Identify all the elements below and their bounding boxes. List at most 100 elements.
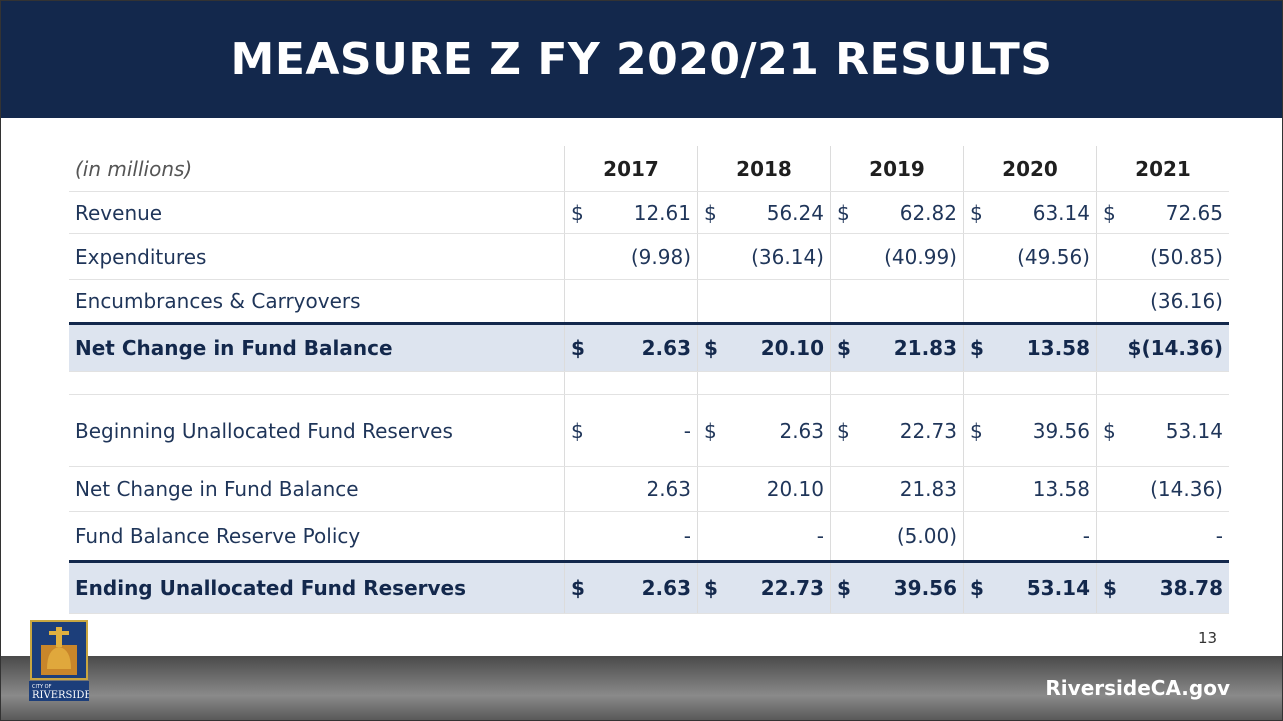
cell: $62.82 <box>830 191 964 234</box>
cell: - <box>564 511 698 562</box>
cell: $72.65 <box>1096 191 1229 234</box>
cell <box>697 371 831 395</box>
amount: 2.63 <box>646 477 691 501</box>
currency-sign: $ <box>1103 576 1117 600</box>
cell: - <box>1096 511 1229 562</box>
logo: CITY OF RIVERSIDE <box>29 620 89 701</box>
amount: 39.56 <box>893 576 957 600</box>
currency-sign: $ <box>970 200 983 225</box>
row-label: Net Change in Fund Balance <box>69 466 565 512</box>
cell: (36.14) <box>697 233 831 280</box>
amount: - <box>1215 524 1223 548</box>
unit-note: (in millions) <box>69 146 565 192</box>
amount: 22.73 <box>760 576 824 600</box>
currency-sign: $ <box>704 576 718 600</box>
table-row: Revenue $12.61 $56.24 $62.82 $63.14 $72.65 <box>69 191 1229 234</box>
cell: $53.14 <box>963 560 1097 614</box>
row-label <box>69 371 565 395</box>
results-table: (in millions) 2017 2018 2019 2020 2021 Revenue… <box>69 146 1229 614</box>
cell: 2.63 <box>564 466 698 512</box>
table-row: Beginning Unallocated Fund Reserves $ - $2.… <box>69 394 1229 467</box>
amount: $(14.36) <box>1127 336 1223 360</box>
amount: 2.63 <box>641 336 691 360</box>
cell: $2.63 <box>697 394 831 467</box>
cell: - <box>697 511 831 562</box>
amount: - <box>1082 524 1090 548</box>
amount: - <box>683 524 691 548</box>
cell: $21.83 <box>830 322 964 372</box>
amount: 20.10 <box>760 336 824 360</box>
currency-sign: $ <box>837 576 851 600</box>
amount: 38.78 <box>1159 576 1223 600</box>
amount: (14.36) <box>1150 477 1223 501</box>
currency-sign: $ <box>704 200 717 225</box>
table-row: Ending Unallocated Fund Reserves $2.63 $22… <box>69 560 1229 614</box>
table-row: Encumbrances & Carryovers (36.16) <box>69 279 1229 324</box>
amount: 62.82 <box>899 200 957 225</box>
cell: $39.56 <box>830 560 964 614</box>
amount: (50.85) <box>1150 244 1223 269</box>
cell: $(14.36) <box>1096 322 1229 372</box>
amount: - <box>683 418 691 443</box>
amount: 72.65 <box>1165 200 1223 225</box>
cell: $12.61 <box>564 191 698 234</box>
cell: $2.63 <box>564 322 698 372</box>
cell <box>564 371 698 395</box>
cell: $53.14 <box>1096 394 1229 467</box>
row-label: Beginning Unallocated Fund Reserves <box>69 394 565 467</box>
cell <box>697 279 831 324</box>
amount: 12.61 <box>633 200 691 225</box>
logo-small-text: CITY OF <box>32 684 52 690</box>
amount: 22.73 <box>899 418 957 443</box>
currency-sign: $ <box>571 576 585 600</box>
table-row: Fund Balance Reserve Policy - - (5.00) - - <box>69 511 1229 562</box>
currency-sign: $ <box>837 418 850 443</box>
logo-name: RIVERSIDE <box>32 690 89 701</box>
cell <box>830 279 964 324</box>
cell: (49.56) <box>963 233 1097 280</box>
cell: - <box>963 511 1097 562</box>
currency-sign: $ <box>571 200 584 225</box>
column-header: 2021 <box>1096 146 1229 192</box>
cell <box>830 371 964 395</box>
cell: (5.00) <box>830 511 964 562</box>
column-header: 2020 <box>963 146 1097 192</box>
row-label: Revenue <box>69 191 565 234</box>
cell: $20.10 <box>697 322 831 372</box>
amount: 21.83 <box>899 477 957 501</box>
cell: 20.10 <box>697 466 831 512</box>
cell <box>963 279 1097 324</box>
table-row: Net Change in Fund Balance $2.63 $20.10 $21… <box>69 322 1229 372</box>
amount: 2.63 <box>779 418 824 443</box>
cell: $ - <box>564 394 698 467</box>
header-row: (in millions) 2017 2018 2019 2020 2021 <box>69 146 1229 192</box>
footer-band <box>1 656 1282 720</box>
column-header: 2017 <box>564 146 698 192</box>
table-row: Expenditures (9.98) (36.14) (40.99) (49.56) (… <box>69 233 1229 280</box>
amount: (36.14) <box>751 244 824 269</box>
amount: 20.10 <box>766 477 824 501</box>
cell: $38.78 <box>1096 560 1229 614</box>
cell: (9.98) <box>564 233 698 280</box>
currency-sign: $ <box>571 336 585 360</box>
currency-sign: $ <box>837 200 850 225</box>
amount: 13.58 <box>1026 336 1090 360</box>
amount: 56.24 <box>766 200 824 225</box>
column-header: 2018 <box>697 146 831 192</box>
title: MEASURE Z FY 2020/21 RESULTS <box>1 1 1282 118</box>
table-row: Net Change in Fund Balance 2.63 20.10 21.83… <box>69 466 1229 512</box>
row-label: Fund Balance Reserve Policy <box>69 511 565 562</box>
amount: (36.16) <box>1150 289 1223 313</box>
cell: (36.16) <box>1096 279 1229 324</box>
cell: $2.63 <box>564 560 698 614</box>
cell: 21.83 <box>830 466 964 512</box>
cell: (50.85) <box>1096 233 1229 280</box>
currency-sign: $ <box>704 336 718 360</box>
row-label: Encumbrances & Carryovers <box>69 279 565 324</box>
currency-sign: $ <box>571 418 584 443</box>
amount: (40.99) <box>884 244 957 269</box>
cell: 13.58 <box>963 466 1097 512</box>
cell: $56.24 <box>697 191 831 234</box>
website: RiversideCA.gov <box>1045 676 1230 700</box>
